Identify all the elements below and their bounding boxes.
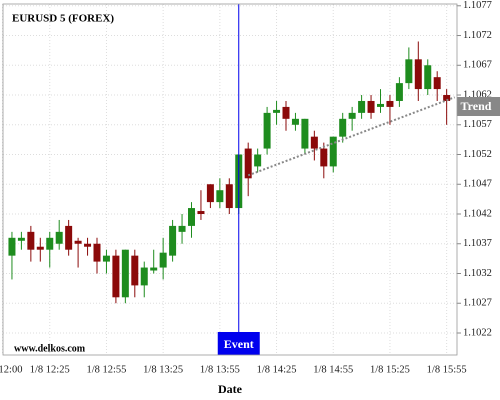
candle-body (36, 246, 44, 250)
candle-body (197, 211, 205, 215)
candle-body (74, 240, 82, 244)
candle-body (301, 118, 309, 149)
candle-body (55, 231, 63, 244)
candle-body (358, 100, 366, 113)
candle-body (377, 103, 384, 107)
x-tick-label: 1/8 13:25 (143, 364, 183, 375)
candle-body (188, 208, 195, 226)
candle-body (254, 154, 262, 167)
y-tick-label: 1.1047 (463, 179, 492, 190)
x-tick-label: 1/8 12:25 (30, 364, 70, 375)
candle-body (112, 255, 120, 298)
event-label-box (217, 332, 260, 355)
candle-body (84, 243, 92, 247)
y-tick-label: 1.1072 (463, 30, 492, 41)
watermark: www.delkos.com (14, 343, 86, 354)
candle-body (17, 237, 25, 241)
x-tick-label: 1/8 14:55 (313, 364, 353, 375)
x-axis-label: Date (218, 382, 243, 396)
grid: 1.1022 1.1027 1.1032 1.1037 1.1042 1.1047 1.10… (0, 0, 492, 375)
x-tick-label: 1/8 12:00 (0, 364, 22, 375)
candle-body (414, 59, 422, 90)
y-tick-label: 1.1042 (463, 208, 492, 219)
candle-body (27, 231, 35, 250)
candle-body (367, 100, 375, 113)
candle-body (93, 243, 101, 262)
candle-body (178, 225, 186, 232)
candle-body (291, 118, 299, 125)
y-tick-label: 1.1022 (463, 327, 492, 338)
candle-body (348, 112, 356, 119)
trend-label-box (457, 97, 500, 116)
candle-body (443, 95, 451, 101)
candle-body (339, 118, 347, 137)
candle-body (310, 136, 318, 149)
x-tick-label: 1/8 12:55 (86, 364, 126, 375)
candle-body (206, 184, 214, 203)
y-tick-label: 1.1032 (463, 268, 492, 279)
candle-body (150, 267, 158, 271)
candle-body (405, 59, 413, 84)
candle-body (140, 267, 148, 286)
y-tick-label: 1.1067 (463, 60, 492, 71)
event-label: Event (224, 337, 254, 351)
candle-body (282, 106, 290, 119)
candle-body (320, 148, 328, 167)
candle-body (8, 237, 16, 256)
trend-line (247, 96, 456, 177)
candle-body (424, 65, 432, 90)
candle-body (244, 148, 252, 179)
candle-body (46, 237, 54, 250)
trend-label: Trend (461, 99, 492, 113)
annotations: Trend Event (217, 4, 500, 355)
y-tick-label: 1.1037 (463, 238, 492, 249)
x-tick-label: 1/8 13:55 (200, 364, 240, 375)
chart-title: EURUSD 5 (FOREX) (12, 13, 114, 25)
candle-body (225, 184, 233, 209)
candle-body (131, 255, 139, 286)
y-tick-label: 1.1062 (463, 89, 492, 100)
candle-body (216, 190, 224, 203)
y-tick-label: 1.1027 (463, 298, 492, 309)
candle-body (433, 77, 441, 90)
candle-body (273, 109, 281, 113)
y-tick-label: 1.1077 (463, 0, 492, 11)
plot-frame (2, 3, 458, 356)
candle-body (65, 225, 73, 250)
candle-body (395, 83, 403, 101)
candle-body (159, 252, 167, 268)
candle-body (263, 112, 271, 149)
x-tick-label: 1/8 15:25 (370, 364, 410, 375)
y-tick-label: 1.1052 (463, 149, 492, 160)
candle-body (102, 255, 110, 262)
candle-body (386, 100, 394, 107)
candle-body (169, 225, 177, 256)
x-tick-label: 1/8 15:55 (427, 364, 467, 375)
x-tick-label: 1/8 14:25 (257, 364, 297, 375)
candle-body (329, 136, 337, 167)
candle-body (121, 249, 129, 298)
y-tick-label: 1.1057 (463, 119, 492, 130)
